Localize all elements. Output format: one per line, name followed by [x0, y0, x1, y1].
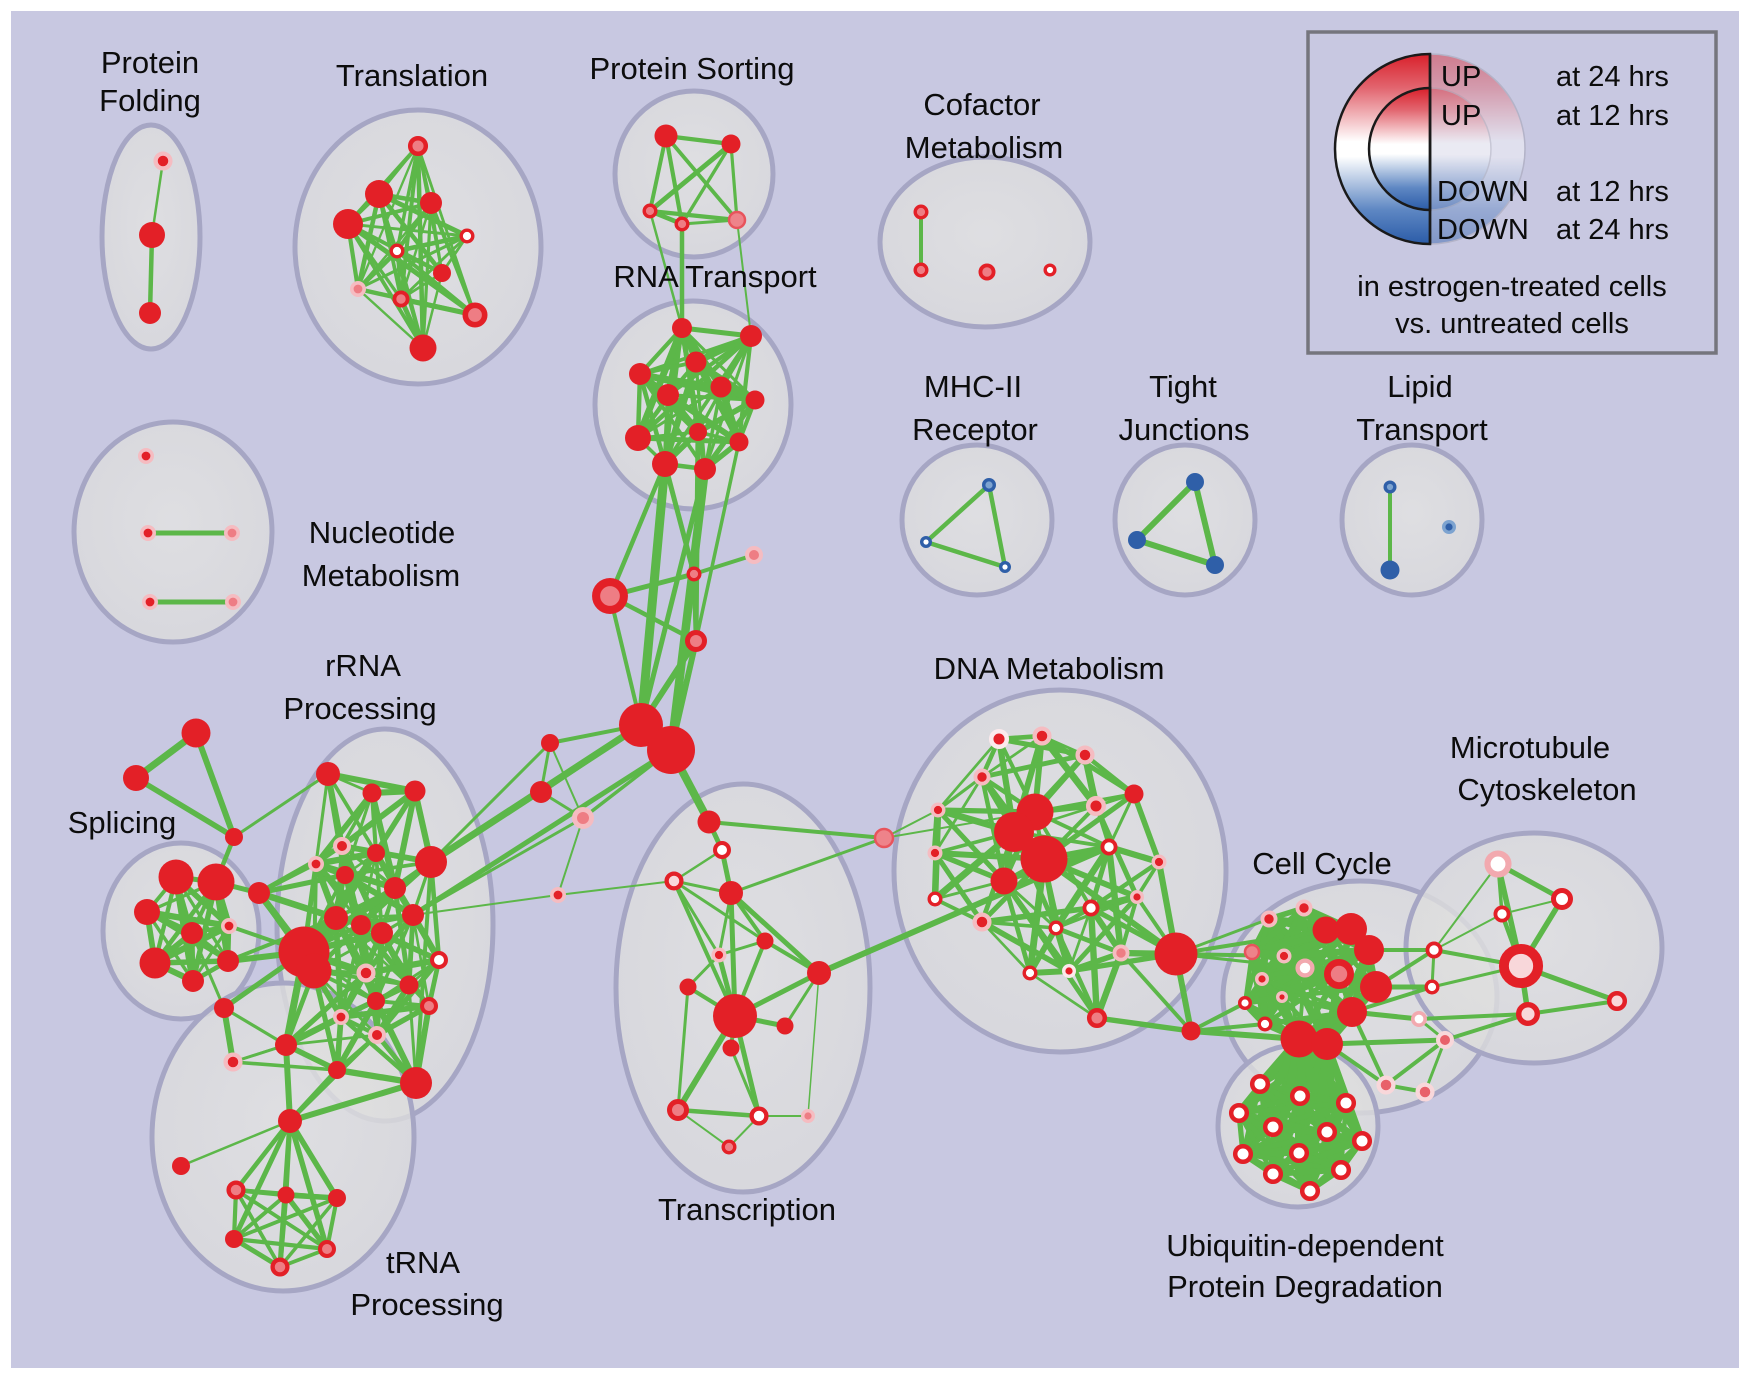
svg-text:Processing: Processing [350, 1287, 503, 1322]
svg-text:Ubiquitin-dependent: Ubiquitin-dependent [1166, 1228, 1444, 1263]
svg-text:Nucleotide: Nucleotide [309, 515, 455, 550]
svg-text:Protein: Protein [101, 45, 199, 80]
svg-text:vs. untreated cells: vs. untreated cells [1395, 308, 1629, 340]
svg-text:tRNA: tRNA [386, 1245, 460, 1280]
svg-text:at 24 hrs: at 24 hrs [1556, 214, 1669, 246]
svg-text:Transcription: Transcription [658, 1192, 836, 1227]
svg-text:at 24 hrs: at 24 hrs [1556, 61, 1669, 93]
svg-text:Metabolism: Metabolism [905, 130, 1064, 165]
svg-text:Cell Cycle: Cell Cycle [1252, 846, 1392, 881]
svg-text:Processing: Processing [283, 691, 436, 726]
svg-text:Cofactor: Cofactor [923, 87, 1040, 122]
svg-text:DNA Metabolism: DNA Metabolism [934, 651, 1165, 686]
svg-text:Cytoskeleton: Cytoskeleton [1457, 772, 1636, 807]
svg-text:Protein Degradation: Protein Degradation [1167, 1269, 1443, 1304]
svg-text:Microtubule: Microtubule [1450, 730, 1610, 765]
svg-text:Metabolism: Metabolism [302, 558, 461, 593]
svg-text:Splicing: Splicing [68, 805, 177, 840]
svg-text:Folding: Folding [99, 83, 201, 118]
svg-text:Tight: Tight [1149, 369, 1217, 404]
svg-text:Junctions: Junctions [1119, 412, 1250, 447]
svg-text:DOWN: DOWN [1437, 214, 1529, 246]
svg-text:RNA Transport: RNA Transport [613, 259, 817, 294]
svg-text:DOWN: DOWN [1437, 176, 1529, 208]
svg-text:Receptor: Receptor [912, 412, 1038, 447]
svg-text:UP: UP [1441, 100, 1481, 132]
svg-text:at 12 hrs: at 12 hrs [1556, 176, 1669, 208]
svg-text:Transport: Transport [1356, 412, 1488, 447]
svg-text:Lipid: Lipid [1387, 369, 1453, 404]
svg-text:rRNA: rRNA [325, 648, 401, 683]
svg-text:Protein Sorting: Protein Sorting [589, 51, 794, 86]
svg-text:in estrogen-treated cells: in estrogen-treated cells [1357, 271, 1667, 303]
svg-text:UP: UP [1441, 61, 1481, 93]
svg-text:at 12 hrs: at 12 hrs [1556, 100, 1669, 132]
svg-text:MHC-II: MHC-II [924, 369, 1022, 404]
svg-text:Translation: Translation [336, 58, 488, 93]
